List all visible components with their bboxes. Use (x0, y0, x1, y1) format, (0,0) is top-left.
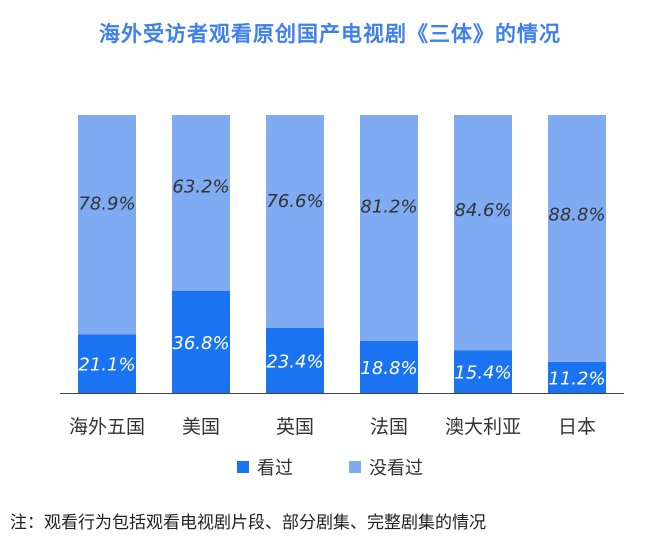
x-tick-label: 英国 (276, 416, 314, 438)
bar-not-watched (360, 115, 418, 341)
bar-watched (172, 290, 230, 393)
data-label-watched: 15.4% (454, 363, 511, 384)
data-label-not-watched: 84.6% (454, 200, 511, 221)
data-label-not-watched: 88.8% (548, 205, 605, 226)
bar-not-watched (548, 115, 606, 362)
footnote: 注：观看行为包括观看电视剧片段、部分剧集、完整剧集的情况 (10, 513, 486, 533)
x-tick-label: 日本 (558, 416, 596, 438)
legend-label-watched: 看过 (257, 458, 293, 479)
bar-watched (266, 327, 324, 393)
data-label-not-watched: 63.2% (172, 176, 229, 197)
data-label-watched: 23.4% (266, 351, 323, 372)
bar-not-watched (454, 115, 512, 351)
bar-watched (454, 350, 512, 393)
x-tick-label: 澳大利亚 (445, 416, 521, 438)
data-label-watched: 18.8% (360, 358, 417, 379)
chart-title: 海外受访者观看原创国产电视剧《三体》的情况 (99, 22, 561, 46)
data-label-watched: 36.8% (172, 333, 229, 354)
data-label-watched: 11.2% (548, 368, 605, 389)
data-label-not-watched: 81.2% (360, 196, 417, 217)
legend-item-not-watched: 没看过 (349, 454, 423, 480)
data-label-watched: 21.1% (78, 355, 135, 376)
bar-not-watched (266, 115, 324, 328)
data-label-not-watched: 78.9% (78, 194, 135, 215)
legend-swatch-not-watched (349, 461, 361, 473)
legend-item-watched: 看过 (237, 454, 293, 480)
x-tick-label: 海外五国 (69, 416, 145, 438)
bar-watched (548, 361, 606, 393)
bar-not-watched (78, 115, 136, 335)
bar-watched (78, 334, 136, 393)
legend-swatch-watched (237, 461, 249, 473)
legend-label-not-watched: 没看过 (369, 458, 423, 479)
data-label-not-watched: 76.6% (266, 191, 323, 212)
bar-not-watched (172, 115, 230, 291)
legend: 看过 没看过 (0, 454, 660, 480)
x-tick-label: 美国 (182, 416, 220, 438)
bar-watched (360, 340, 418, 393)
x-tick-label: 法国 (370, 416, 408, 438)
